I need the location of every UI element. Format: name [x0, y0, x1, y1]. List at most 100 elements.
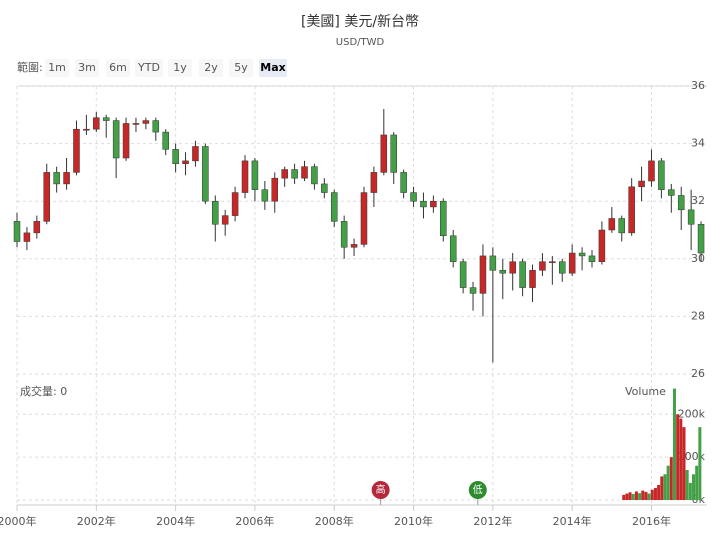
volume-bar [660, 476, 664, 500]
candle-body [221, 215, 229, 225]
candle-body [152, 120, 160, 133]
candle-body [668, 189, 675, 196]
volume-bar [634, 491, 638, 500]
volume-bar [666, 465, 670, 500]
candle-body [499, 270, 507, 274]
range-button[interactable] [75, 59, 99, 77]
candle-body [608, 218, 616, 231]
candle-body [459, 261, 467, 288]
volume-bar [688, 482, 692, 500]
candle-body [687, 209, 695, 225]
volume-bar [669, 457, 673, 500]
volume-name: Volume [625, 385, 666, 398]
range-button-label[interactable]: YTD [137, 61, 160, 74]
range-button[interactable] [229, 59, 253, 77]
candle-body [648, 160, 655, 182]
volume-bar [692, 474, 696, 500]
candle-body [519, 261, 526, 288]
volume-bar [672, 388, 676, 500]
range-button-label[interactable]: 3m [78, 61, 96, 74]
flag-label: 高 [376, 483, 386, 496]
candle-body [73, 128, 80, 173]
range-button[interactable] [135, 59, 163, 77]
candle-body [529, 270, 536, 288]
candle-body [102, 117, 110, 121]
candle-body [578, 252, 586, 257]
candle-body [321, 183, 328, 193]
volume-bar [663, 474, 667, 500]
candle-body [440, 200, 447, 237]
candle-body [420, 200, 427, 208]
volume-bar [698, 427, 702, 500]
candle-body [350, 244, 358, 248]
volume-bar [679, 418, 683, 500]
candle-body [559, 261, 566, 274]
flag-label: 低 [473, 483, 483, 496]
range-button-label[interactable]: Max [260, 61, 285, 74]
chart-subtitle: USD/TWD [336, 37, 385, 48]
candle-body [162, 131, 169, 150]
candle-body [241, 160, 249, 193]
range-button[interactable] [199, 59, 223, 77]
candle-body [410, 192, 417, 202]
candle-body [449, 235, 457, 262]
y-tick-label: 36 [691, 79, 705, 92]
candle-body [271, 177, 279, 202]
candle-body [380, 134, 388, 173]
range-button[interactable] [168, 59, 192, 77]
volume-bar [676, 414, 680, 500]
y-tick-label: 32 [691, 194, 705, 207]
candle-body [182, 160, 189, 165]
candle-body [469, 287, 477, 294]
candle-body [13, 221, 21, 242]
candle-body [588, 255, 596, 262]
y-tick-label: 28 [691, 309, 705, 322]
range-button-label[interactable]: 6m [109, 61, 127, 74]
candle-body [628, 186, 635, 234]
range-button[interactable] [106, 59, 130, 77]
candle-body [132, 123, 140, 125]
y-tick-label: 30 [691, 252, 705, 265]
candle-body [53, 172, 60, 185]
x-tick-label: 2002年 [77, 514, 116, 528]
candle-body [658, 160, 665, 190]
x-tick-label: 2008年 [315, 514, 354, 528]
candle-body [370, 172, 378, 193]
candle-body [212, 200, 219, 225]
candle-body [549, 261, 556, 263]
candle-body [281, 169, 288, 179]
volume-bar [653, 488, 657, 500]
candle-body [142, 120, 150, 124]
chart-title: [美國] 美元/新台幣 [301, 14, 419, 30]
range-button-label[interactable]: 5y [234, 61, 248, 74]
volume-tick-label: 200k [678, 407, 706, 420]
x-tick-label: 2012年 [473, 514, 512, 528]
x-tick-label: 2004年 [156, 514, 195, 528]
x-tick-label: 2010年 [394, 514, 433, 528]
candle-body [539, 261, 546, 271]
x-tick-label: 2000年 [0, 514, 37, 528]
volume-bar [622, 494, 626, 500]
candle-body [400, 172, 407, 193]
candle-body [33, 221, 41, 234]
range-button[interactable] [45, 59, 69, 77]
range-button-label[interactable]: 1m [48, 61, 66, 74]
volume-label: 成交量: 0 [20, 384, 67, 398]
range-button[interactable] [259, 59, 287, 77]
candle-body [261, 189, 269, 202]
volume-bar [641, 490, 645, 500]
range-label: 範圍: [17, 60, 43, 74]
range-button-label[interactable]: 1y [173, 61, 187, 74]
candle-body [231, 192, 239, 216]
volume-bar [631, 494, 635, 500]
candle-body [697, 223, 705, 254]
candle-body [301, 166, 308, 179]
x-tick-label: 2006年 [235, 514, 274, 528]
candle-body [192, 146, 199, 162]
candle-body [291, 169, 298, 179]
volume-bar [650, 489, 654, 500]
range-button-label[interactable]: 2y [204, 61, 218, 74]
y-tick-label: 34 [691, 137, 705, 150]
flag [468, 481, 487, 499]
